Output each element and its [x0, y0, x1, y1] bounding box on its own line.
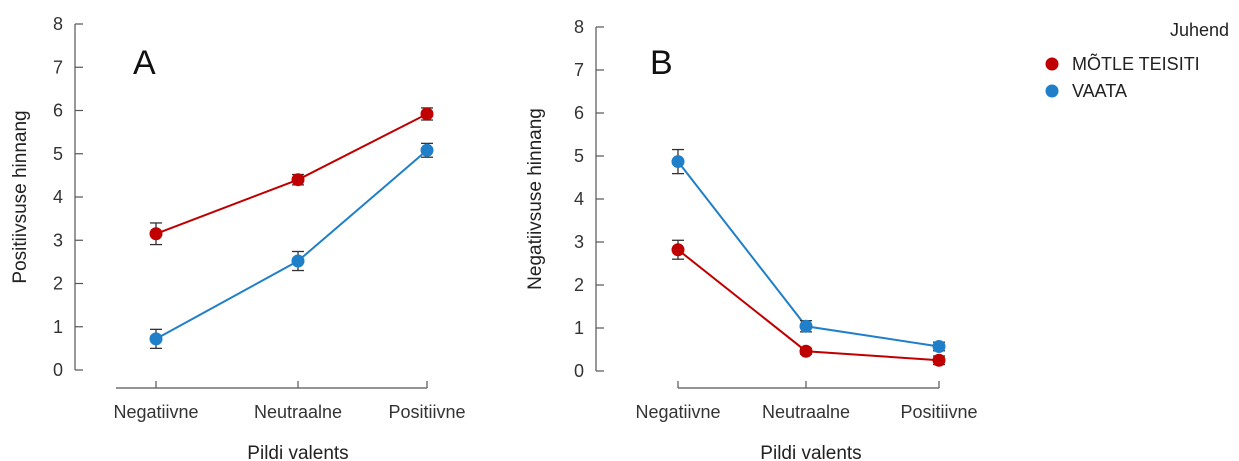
y-tick-label: 2: [53, 274, 63, 294]
y-tick-label: 5: [53, 144, 63, 164]
legend: Juhend MÕTLE TEISITI VAATA: [1045, 20, 1229, 101]
y-tick-label: 8: [53, 14, 63, 34]
x-axis-title: Pildi valents: [760, 443, 861, 461]
x-tick-label: Neutraalne: [762, 402, 850, 422]
y-tick-label: 3: [574, 232, 584, 252]
x-tick-label: Neutraalne: [254, 402, 342, 422]
series-line: [677, 248, 940, 362]
data-point: [671, 155, 685, 169]
data-point: [149, 332, 163, 346]
y-tick-label: 4: [574, 189, 584, 209]
series-line: [155, 149, 428, 340]
data-point: [420, 107, 434, 121]
x-tick-label: Positiivne: [900, 402, 977, 422]
x-axis-title: Pildi valents: [247, 443, 348, 461]
data-point: [932, 339, 946, 353]
y-tick-label: 7: [53, 57, 63, 77]
data-point: [420, 143, 434, 157]
legend-marker: [1045, 84, 1059, 98]
panel-letter: B: [650, 44, 673, 82]
data-point: [799, 319, 813, 333]
x-tick-label: Positiivne: [388, 402, 465, 422]
panel-a-chart: 0 1 2 3 4 5 6 7 8 Negatiivne Neutraalne Positiivne P…: [10, 14, 466, 461]
y-axis-title: Positiivsuse hinnang: [10, 110, 31, 283]
legend-label: VAATA: [1072, 81, 1127, 101]
y-tick-label: 7: [574, 60, 584, 80]
y-tick-label: 3: [53, 230, 63, 250]
y-tick-label: 6: [53, 101, 63, 121]
series-line: [677, 160, 940, 348]
x-tick-label: Negatiivne: [113, 402, 198, 422]
y-tick-label: 5: [574, 146, 584, 166]
data-point: [932, 353, 946, 367]
y-tick-label: 4: [53, 187, 63, 207]
legend-label: MÕTLE TEISITI: [1072, 53, 1200, 74]
panel-b-chart: 0 1 2 3 4 5 6 7 8 Negatiivne Neutraalne Positiivne N…: [525, 17, 978, 461]
x-tick-label: Negatiivne: [635, 402, 720, 422]
y-tick-label: 8: [574, 17, 584, 37]
legend-title: Juhend: [1170, 20, 1229, 40]
y-axis-title: Negatiivsuse hinnang: [525, 108, 546, 290]
y-tick-label: 6: [574, 103, 584, 123]
legend-marker: [1045, 57, 1059, 71]
y-tick-label: 0: [53, 360, 63, 380]
series-line: [155, 113, 428, 235]
y-tick-label: 0: [574, 361, 584, 381]
y-tick-label: 1: [53, 317, 63, 337]
y-tick-label: 1: [574, 318, 584, 338]
data-point: [671, 243, 685, 257]
data-point: [291, 173, 305, 187]
y-tick-label: 2: [574, 275, 584, 295]
data-point: [291, 254, 305, 268]
panel-letter: A: [133, 44, 156, 82]
data-point: [149, 227, 163, 241]
data-point: [799, 344, 813, 358]
